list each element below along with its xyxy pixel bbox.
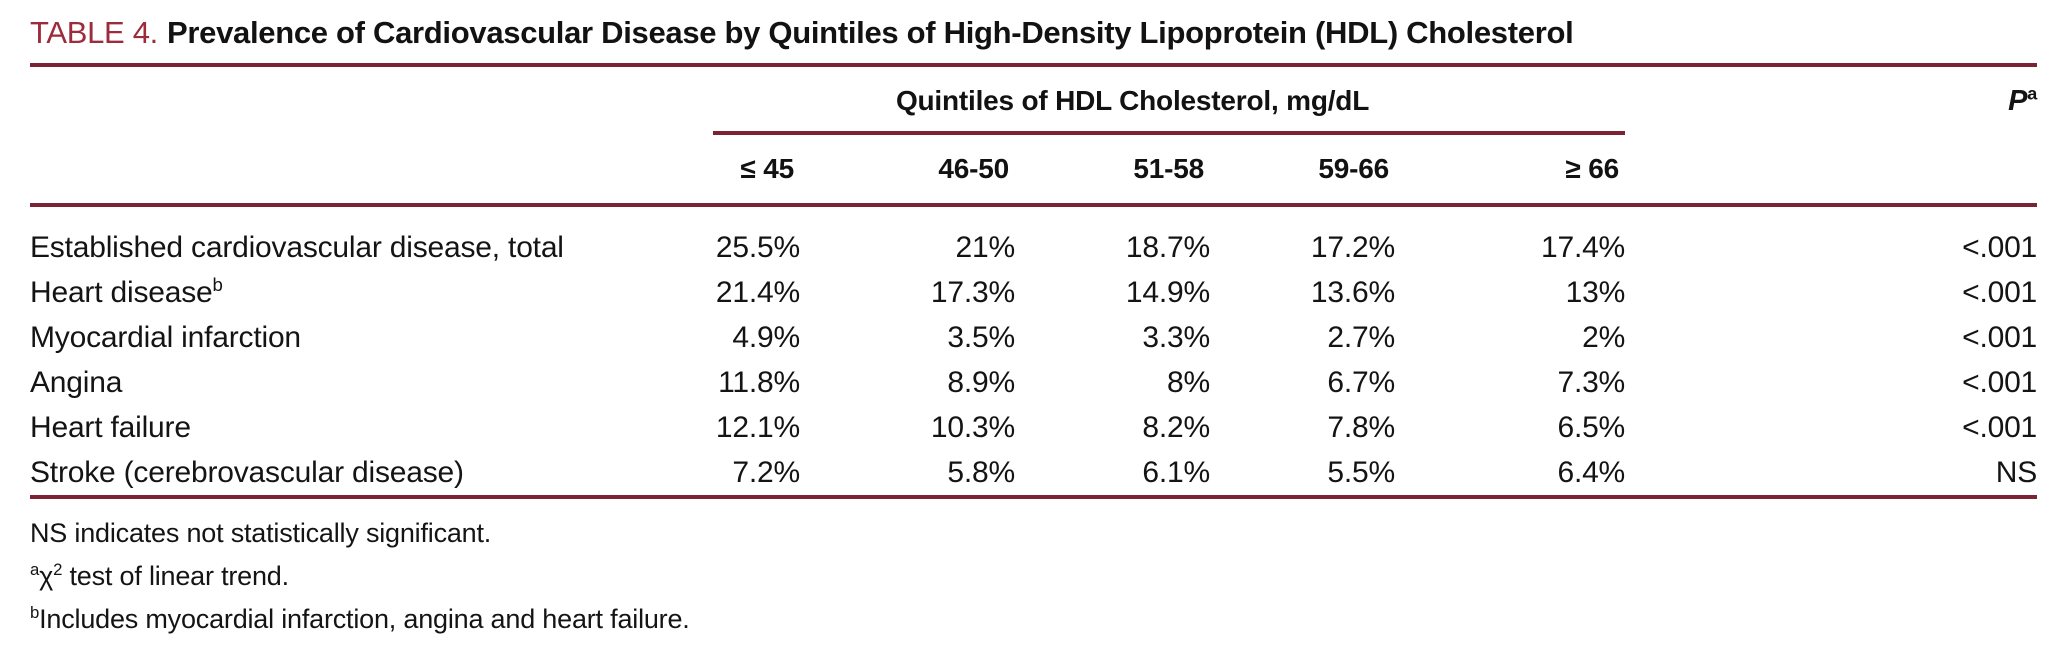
quintile-header-1: ≤ 45 [640,135,800,207]
cell-value: 17.3% [930,275,1015,309]
p-value: <.001 [1962,320,2038,354]
prevalence-table: Quintiles of HDL Cholesterol, mg/dL Pa ≤… [30,67,2037,495]
footnote-superscript: b [30,603,40,622]
row-label-superscript: b [212,273,223,295]
cell-value: 2.7% [1327,320,1395,354]
footnote-a: aχ2 test of linear trend. [30,555,2054,598]
p-value: <.001 [1962,410,2038,444]
footnotes: NS indicates not statistically significa… [30,512,2054,641]
row-label-text: Angina [30,365,123,399]
cell-value: 17.2% [1310,230,1395,264]
footnote-text: test of linear trend. [62,561,290,591]
condition-column-header [30,135,640,207]
footnote-text: Includes myocardial infarction, angina a… [39,604,690,634]
table-row: Stroke (cerebrovascular disease) 7.2% 5.… [30,450,2037,495]
p-column-header-spacer [1625,135,2038,207]
cell-value: 11.8% [718,365,800,399]
row-label: Stroke (cerebrovascular disease) [30,450,640,495]
row-label: Angina [30,360,640,405]
table-row: Heart failure 12.1% 10.3% 8.2% 7.8% 6.5%… [30,405,2037,450]
bottom-rule [30,495,2037,499]
cell-value: 5.5% [1327,455,1395,489]
cell-value: 3.3% [1142,320,1210,354]
cell-value: 21.4% [715,275,800,309]
quintile-header-2: 46-50 [800,135,1015,207]
cell-value: 13.6% [1310,275,1395,309]
footnote-b: bIncludes myocardial infarction, angina … [30,598,2054,641]
cell-value: 7.2% [732,455,800,489]
row-label-text: Myocardial infarction [30,320,301,354]
cell-value: 6.1% [1142,455,1210,489]
chi-symbol: χ [39,561,54,591]
footnote-ns: NS indicates not statistically significa… [30,512,2054,555]
cell-value: 12.1% [715,410,800,444]
cell-value: 13% [1565,275,1626,309]
p-header-superscript: a [2027,82,2038,103]
table-number-label: TABLE 4. [30,15,158,50]
quintiles-group-header: Quintiles of HDL Cholesterol, mg/dL [895,85,1370,116]
cell-value: 21% [955,230,1016,264]
title-rule [30,63,2037,67]
table-title-text: Prevalence of Cardiovascular Disease by … [166,15,1574,50]
table-row: Myocardial infarction 4.9% 3.5% 3.3% 2.7… [30,315,2037,360]
cell-value: 6.4% [1557,455,1626,489]
cell-value: 4.9% [732,320,800,354]
cell-value: 5.8% [947,455,1015,489]
cell-value: 8.9% [947,365,1015,399]
cell-value: 6.5% [1557,410,1626,444]
cell-value: 7.3% [1557,365,1626,399]
cell-value: 7.8% [1327,410,1395,444]
row-label-text: Stroke (cerebrovascular disease) [30,455,464,489]
row-label: Heart failure [30,405,640,450]
row-label: Heart diseaseb [30,270,640,315]
quintiles-group-header-cell: Quintiles of HDL Cholesterol, mg/dL [640,67,1626,135]
column-header-row: ≤ 45 46-50 51-58 59-66 ≥ 66 [30,135,2038,207]
row-label-text: Established cardiovascular disease, tota… [30,230,564,264]
cell-value: 8.2% [1142,410,1210,444]
cell-value: 25.5% [715,230,800,264]
p-header-cell: Pa [1625,67,2037,135]
row-label-text: Heart disease [30,275,213,309]
row-label: Myocardial infarction [30,315,640,360]
cell-value: 18.7% [1125,230,1210,264]
table-row: Angina 11.8% 8.9% 8% 6.7% 7.3% <.001 [30,360,2037,405]
footnote-text: NS indicates not statistically significa… [30,518,492,548]
p-value: <.001 [1962,365,2038,399]
cell-value: 2% [1582,320,1626,354]
p-value: <.001 [1962,275,2038,309]
cell-value: 6.7% [1327,365,1395,399]
row-label-text: Heart failure [30,410,191,444]
quintile-header-5: ≥ 66 [1395,135,1626,207]
cell-value: 3.5% [947,320,1015,354]
p-value: <.001 [1962,230,2038,264]
quintile-underline [713,131,1626,135]
cell-value: 10.3% [930,410,1015,444]
footnote-symbol-superscript: 2 [53,560,63,579]
table-row: Established cardiovascular disease, tota… [30,205,2037,270]
quintile-header-3: 51-58 [1015,135,1210,207]
quintile-header-4: 59-66 [1210,135,1395,207]
cell-value: 17.4% [1540,230,1626,264]
cell-value: 14.9% [1125,275,1210,309]
row-label: Established cardiovascular disease, tota… [30,205,640,270]
cell-value: 8% [1167,365,1210,399]
group-row-spacer [30,67,640,135]
table-title: TABLE 4. Prevalence of Cardiovascular Dis… [0,0,2054,52]
group-header-row: Quintiles of HDL Cholesterol, mg/dL Pa [30,67,2037,135]
table-row: Heart diseaseb 21.4% 17.3% 14.9% 13.6% 1… [30,270,2037,315]
p-value: NS [1995,455,2038,489]
footnote-superscript: a [30,560,40,579]
p-header: P [2008,84,2028,117]
